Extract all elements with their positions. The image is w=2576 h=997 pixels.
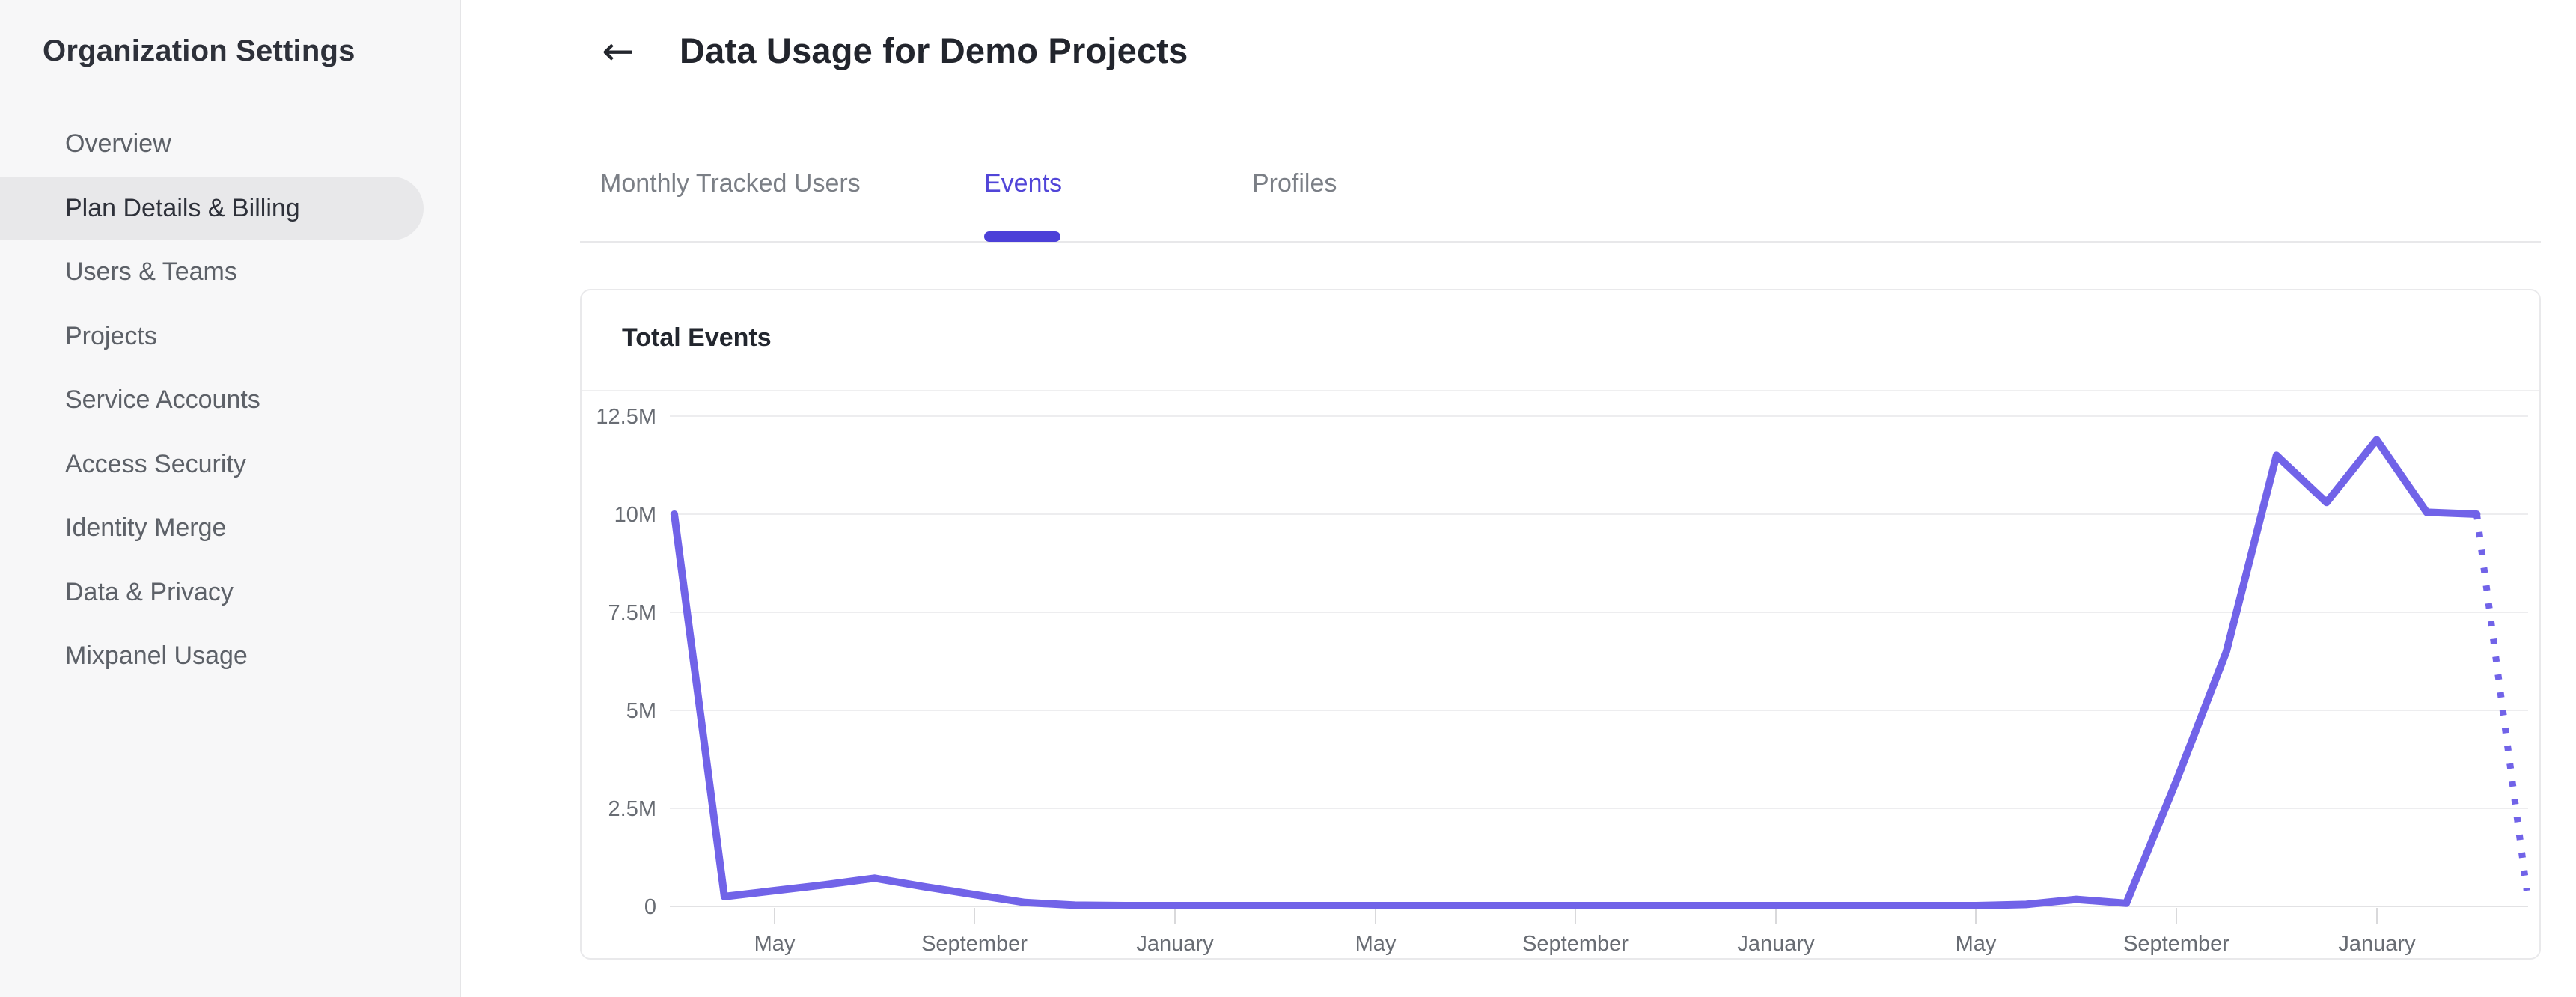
y-axis-label: 7.5M <box>608 601 656 625</box>
sidebar-item-users-teams[interactable]: Users & Teams <box>65 257 237 286</box>
tab-profiles[interactable]: Profiles <box>1252 169 1337 198</box>
sidebar-item-service-accounts[interactable]: Service Accounts <box>65 385 260 414</box>
sidebar-item-identity-merge[interactable]: Identity Merge <box>65 513 227 542</box>
y-axis-label: 12.5M <box>596 405 656 429</box>
card-title: Total Events <box>622 323 772 352</box>
x-axis-label: May <box>1355 932 1397 956</box>
x-axis-label: September <box>2123 932 2229 956</box>
sidebar-item-access-security[interactable]: Access Security <box>65 449 246 478</box>
events-chart[interactable]: 0 2.5M 5M 7.5M 10M 12.5M May September J… <box>582 290 2539 958</box>
x-axis-label: January <box>1136 932 1214 956</box>
x-axis-label: May <box>1956 932 1997 956</box>
y-axis-label: 0 <box>644 895 656 919</box>
active-tab-indicator <box>984 231 1060 242</box>
y-axis-label: 5M <box>626 699 656 723</box>
sidebar-item-plan-details-billing[interactable]: Plan Details & Billing <box>0 176 424 240</box>
card-divider <box>582 390 2539 391</box>
sidebar-nav: Overview Plan Details & Billing Users & … <box>0 112 460 689</box>
x-axis-label: May <box>754 932 796 956</box>
back-button[interactable]: ← <box>592 25 644 78</box>
x-axis-label: January <box>1737 932 1815 956</box>
tab-events[interactable]: Events <box>984 169 1062 198</box>
total-events-card: Total Events 0 2.5M 5M 7.5M 10M 12.5M Ma… <box>580 289 2541 960</box>
events-line-projected <box>2473 513 2530 891</box>
sidebar-item-mixpanel-usage[interactable]: Mixpanel Usage <box>65 641 248 670</box>
tabs-divider <box>580 241 2541 243</box>
page-title: Data Usage for Demo Projects <box>680 31 1188 70</box>
events-line <box>671 436 2481 909</box>
y-axis-label: 2.5M <box>608 797 656 821</box>
sidebar-item-projects[interactable]: Projects <box>65 321 157 350</box>
sidebar: Organization Settings Overview Plan Deta… <box>0 0 461 997</box>
x-axis-label: January <box>2338 932 2416 956</box>
tab-monthly-tracked-users[interactable]: Monthly Tracked Users <box>600 169 861 198</box>
sidebar-item-overview[interactable]: Overview <box>65 129 171 158</box>
y-axis-label: 10M <box>614 503 656 527</box>
x-axis-label: September <box>1522 932 1629 956</box>
sidebar-item-data-privacy[interactable]: Data & Privacy <box>65 577 234 606</box>
x-axis-label: September <box>921 932 1028 956</box>
arrow-left-icon: ← <box>602 29 635 74</box>
sidebar-title: Organization Settings <box>43 34 355 67</box>
